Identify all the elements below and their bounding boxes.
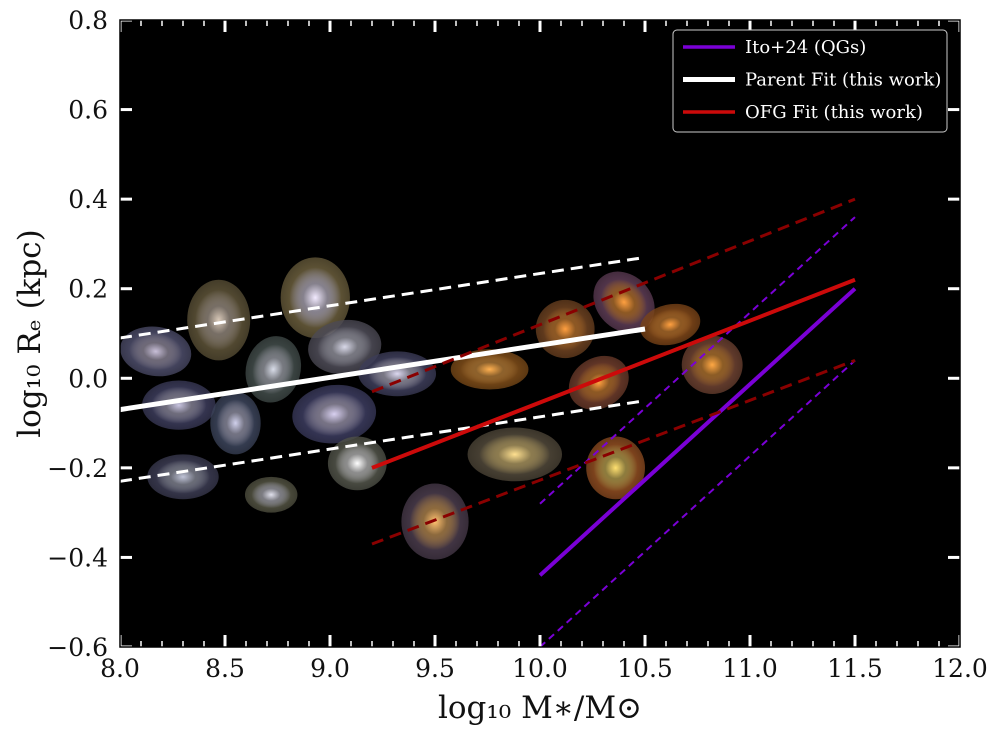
fit-lines xyxy=(119,197,857,648)
legend-box xyxy=(672,29,948,133)
galaxy-cutout xyxy=(467,427,563,482)
galaxy-cutout xyxy=(142,380,216,430)
y-tick-label: 0.2 xyxy=(68,275,108,304)
galaxy-cutout xyxy=(210,391,261,455)
x-tick-label: 9.5 xyxy=(415,654,455,683)
y-tick-label: −0.6 xyxy=(47,633,108,662)
fit-uncertainty-line xyxy=(119,255,646,340)
galaxy-cutout xyxy=(308,319,382,375)
fit-uncertainty-line xyxy=(371,358,856,546)
galaxy-cutout xyxy=(568,355,629,410)
galaxy-cutout xyxy=(280,257,350,338)
y-tick-label: −0.4 xyxy=(47,543,108,572)
x-axis-title: log₁₀ M∗/M⊙ xyxy=(438,690,642,726)
x-tick-label: 12.0 xyxy=(932,654,988,683)
axis-frame xyxy=(119,19,961,648)
fit-uncertainty-line xyxy=(539,359,856,648)
y-tick-label: 0.0 xyxy=(68,364,108,393)
galaxy-cutout xyxy=(244,476,298,513)
x-tick-label: 11.5 xyxy=(827,654,883,683)
fit-line xyxy=(119,326,646,413)
legend-label: Ito+24 (QGs) xyxy=(745,37,866,58)
galaxy-cutout xyxy=(593,271,655,333)
x-tick-label: 9.0 xyxy=(310,654,350,683)
x-tick-label: 11.0 xyxy=(722,654,778,683)
legend-label: Parent Fit (this work) xyxy=(745,70,941,91)
y-tick-label: 0.6 xyxy=(68,96,108,125)
fit-line xyxy=(371,277,856,470)
galaxy-cutout xyxy=(586,436,645,500)
fit-uncertainty-line xyxy=(119,399,646,483)
axis-ticks: 8.0 8.5 9.0 9.5 10.0 10.5 11.0 11.5 12.0 −0.6 −0.4… xyxy=(47,6,988,683)
x-tick-label: 8.0 xyxy=(100,654,140,683)
fit-line xyxy=(538,287,857,577)
y-tick-label: 0.4 xyxy=(68,185,108,214)
galaxy-cutout xyxy=(358,351,437,397)
fit-uncertainty-line xyxy=(371,197,856,394)
galaxy-cutout xyxy=(147,454,219,500)
galaxy-cutout xyxy=(535,299,595,359)
galaxy-cutout xyxy=(187,279,251,361)
galaxy-cutout xyxy=(292,384,377,444)
x-tick-label: 10.5 xyxy=(617,654,673,683)
axes-border xyxy=(119,19,961,648)
y-tick-label: −0.2 xyxy=(47,454,108,483)
legend: Ito+24 (QGs) Parent Fit (this work) OFG Fi… xyxy=(672,29,948,133)
galaxy-cutout xyxy=(640,303,701,346)
y-tick-label: 0.8 xyxy=(68,6,108,35)
y-axis-title: log₁₀ Rₑ (kpc) xyxy=(12,229,48,438)
galaxy-cutout xyxy=(450,349,529,390)
galaxy-cutout xyxy=(327,436,387,491)
x-tick-label: 8.5 xyxy=(205,654,245,683)
galaxy-cutout xyxy=(681,335,743,394)
legend-label: OFG Fit (this work) xyxy=(745,102,923,123)
galaxy-cutout xyxy=(120,326,192,377)
x-tick-label: 10.0 xyxy=(512,654,568,683)
fit-uncertainty-line xyxy=(539,216,856,505)
